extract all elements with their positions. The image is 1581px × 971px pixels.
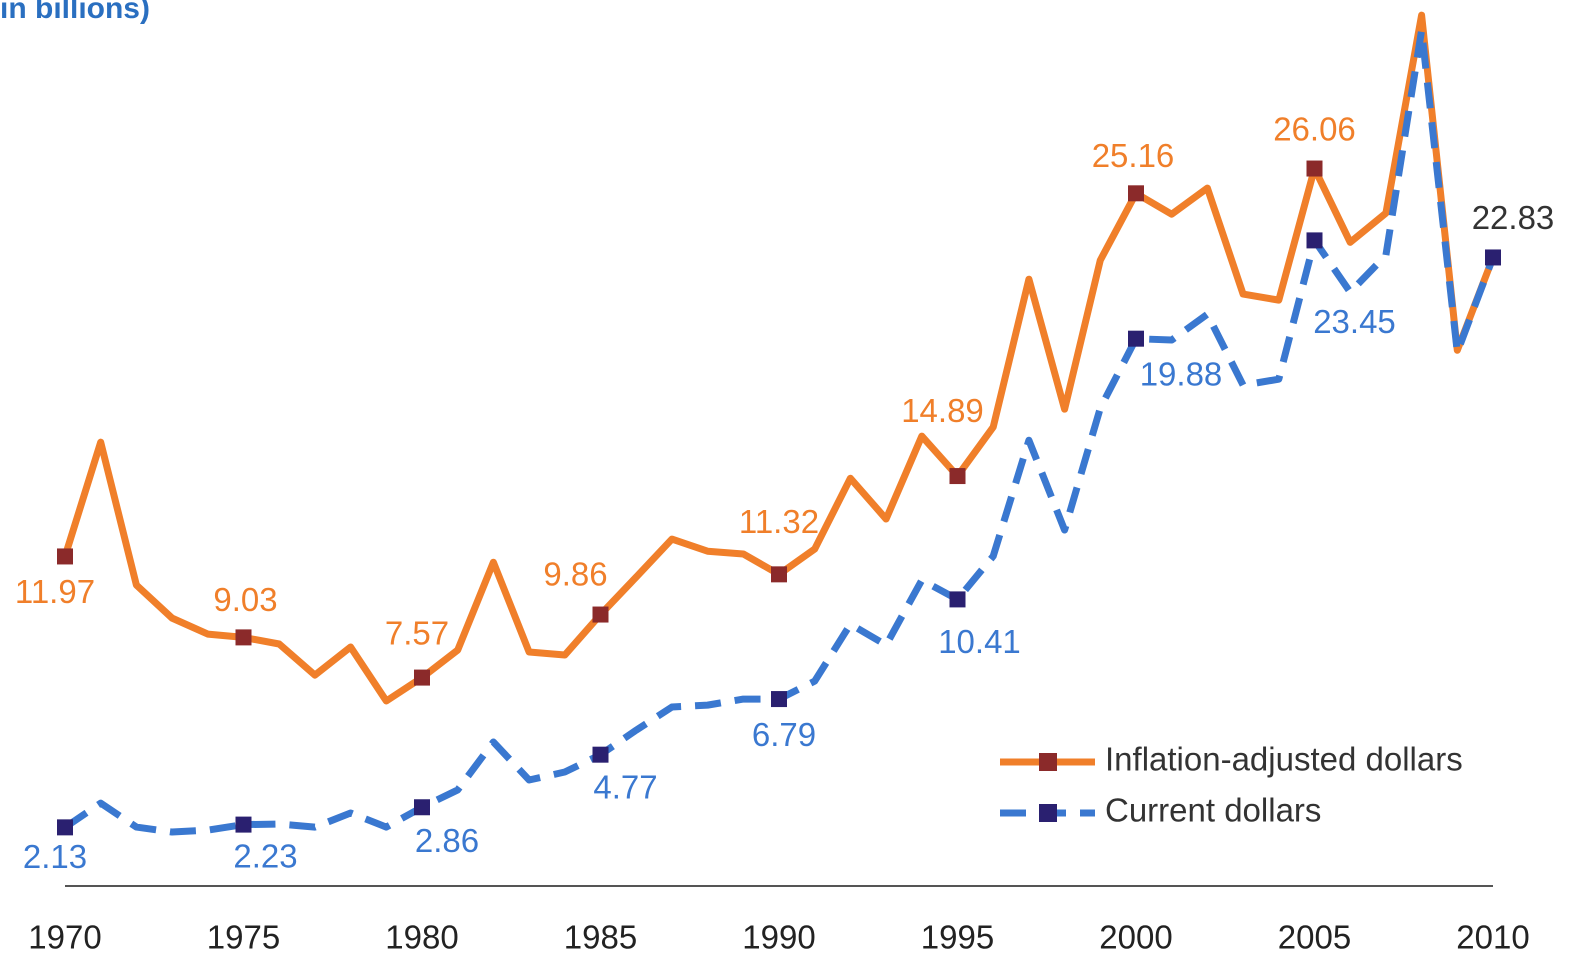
x-tick-label: 1985	[564, 919, 637, 956]
point-marker	[949, 591, 966, 608]
chart-title: in billions)	[0, 0, 150, 25]
x-tick-label: 2000	[1099, 919, 1172, 956]
x-tick-label: 2005	[1278, 919, 1351, 956]
legend-label: Current dollars	[1105, 792, 1321, 829]
point-marker	[414, 799, 430, 816]
series-line	[63, 26, 1497, 836]
x-tick-label: 1975	[207, 919, 280, 956]
point-marker	[414, 669, 430, 686]
point-marker	[949, 468, 966, 485]
data-label: 4.77	[593, 768, 657, 805]
legend-label: Inflation-adjusted dollars	[1105, 741, 1463, 778]
data-label: 22.83	[1472, 199, 1555, 236]
point-marker	[1128, 330, 1144, 347]
point-marker	[1306, 160, 1323, 177]
legend-marker	[1039, 804, 1057, 822]
data-label: 10.41	[938, 623, 1021, 660]
data-label: 11.97	[15, 573, 95, 610]
point-marker	[1485, 249, 1501, 266]
point-marker	[235, 816, 252, 833]
point-marker	[57, 548, 73, 565]
data-label: 11.32	[739, 503, 819, 540]
point-marker	[235, 629, 252, 646]
data-label: 6.79	[752, 716, 816, 753]
x-tick-label: 1980	[385, 919, 458, 956]
point-marker	[771, 691, 787, 708]
x-tick-label: 2010	[1456, 919, 1529, 956]
point-marker	[1128, 185, 1144, 202]
data-label: 19.88	[1140, 355, 1223, 392]
data-label: 14.89	[901, 392, 984, 429]
data-label: 2.23	[233, 837, 297, 874]
data-label: 7.57	[385, 614, 449, 651]
legend-marker	[1039, 753, 1057, 771]
data-label: 26.06	[1273, 110, 1356, 147]
data-label: 9.03	[213, 581, 277, 618]
point-marker	[1306, 232, 1323, 249]
data-label: 9.86	[543, 555, 607, 592]
point-marker	[592, 746, 609, 763]
data-label: 2.86	[415, 822, 479, 859]
x-tick-label: 1990	[742, 919, 815, 956]
data-label: 2.13	[23, 838, 87, 875]
point-marker	[592, 606, 609, 623]
data-label: 25.16	[1092, 137, 1175, 174]
x-tick-label: 1970	[28, 919, 101, 956]
x-tick-label: 1995	[921, 919, 994, 956]
data-label: 23.45	[1313, 303, 1396, 340]
point-marker	[57, 819, 73, 836]
point-marker	[771, 566, 787, 583]
